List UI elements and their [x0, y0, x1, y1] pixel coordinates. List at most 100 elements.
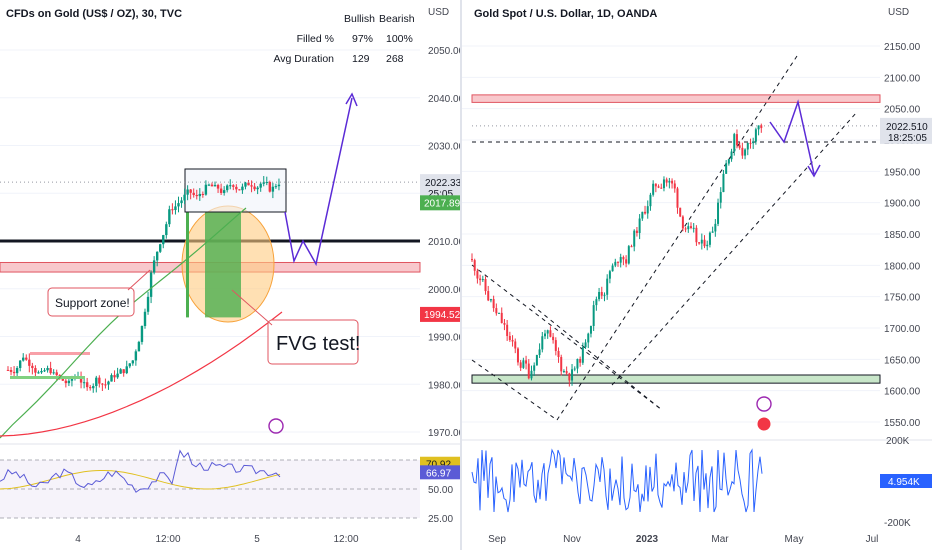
- support-callout-text: Support zone!: [55, 296, 130, 310]
- candle-body: [514, 341, 517, 349]
- candle-body: [568, 373, 571, 381]
- candle-body: [180, 200, 183, 204]
- candle-body: [274, 186, 278, 188]
- candle-body: [18, 360, 22, 368]
- candle-body: [649, 194, 652, 207]
- candle-body: [226, 185, 229, 191]
- candle-body: [201, 193, 205, 195]
- candle-body: [235, 186, 238, 190]
- order-block-bullish: [10, 376, 85, 379]
- candle-body: [52, 372, 55, 374]
- candle-body: [587, 333, 590, 343]
- ema-fast-tag-bg: [420, 195, 460, 211]
- candle-body: [110, 375, 113, 382]
- volume-tick-top: 200K: [886, 436, 910, 447]
- candle-body: [238, 189, 241, 191]
- order-block-bearish: [30, 352, 90, 355]
- countdown-tag: 25:05: [428, 189, 453, 200]
- candle-body: [137, 341, 141, 352]
- candle-body: [495, 308, 498, 314]
- last-price-tag: 2022.33: [425, 178, 460, 189]
- candle-body: [476, 270, 479, 279]
- time-tick-label: Jul: [866, 534, 879, 545]
- candle-body: [162, 235, 165, 245]
- fvg-impulse-bar: [186, 212, 189, 318]
- down-channel-lower-line: [471, 359, 558, 421]
- candle-body: [711, 231, 714, 233]
- candle-body: [727, 159, 730, 164]
- candle-body: [128, 363, 131, 367]
- stats-bullish-value: 97%: [352, 33, 373, 45]
- time-tick-label: 5: [254, 534, 260, 545]
- candle-body: [714, 223, 717, 232]
- candle-body: [522, 360, 525, 368]
- right-chart-pane[interactable]: 2150.002100.002050.002000.001950.001900.…: [462, 0, 932, 550]
- candle-body: [617, 261, 619, 263]
- candle-body: [681, 216, 684, 229]
- candle-body: [204, 184, 208, 195]
- stats-bearish-value: 100%: [386, 33, 413, 45]
- support-callout-pointer: [127, 269, 151, 291]
- candle-body: [700, 239, 703, 244]
- candle-body: [186, 189, 189, 195]
- candle-body: [506, 324, 509, 337]
- candle-body: [95, 377, 98, 387]
- candle-body: [741, 147, 744, 156]
- candle-body: [622, 257, 625, 260]
- candle-body: [46, 368, 49, 371]
- price-tick-label: 2100.00: [884, 73, 921, 84]
- projection-path: [769, 99, 815, 175]
- ema-slow-tag-bg: [420, 306, 460, 322]
- candle-body: [122, 369, 125, 374]
- logo-icon: [756, 396, 772, 412]
- candle-body: [565, 371, 568, 374]
- candle-body: [195, 194, 198, 197]
- candle-body: [576, 358, 579, 369]
- volume-tick-bottom: -200K: [884, 518, 911, 529]
- candle-body: [717, 202, 720, 224]
- resistance-zone: [471, 94, 881, 103]
- currency-label: USD: [428, 7, 449, 18]
- time-tick-label: Sep: [488, 534, 506, 545]
- candle-body: [222, 190, 226, 193]
- candle-body: [219, 188, 223, 193]
- candle-body: [641, 211, 644, 219]
- candle-body: [64, 380, 68, 384]
- rsi-ma-line: [0, 470, 281, 490]
- candle-body: [207, 184, 211, 186]
- candle-body: [244, 182, 247, 187]
- candle-body: [625, 259, 628, 264]
- support-zone: [471, 374, 881, 384]
- stats-row-label: Filled %: [297, 33, 334, 45]
- time-tick-label: 12:00: [333, 534, 358, 545]
- pane-divider[interactable]: [460, 0, 462, 550]
- candle-body: [232, 185, 235, 187]
- candle-body: [113, 375, 116, 378]
- volume-value-bg: [880, 474, 932, 488]
- left-chart-pane[interactable]: 2050.002040.002030.002020.002010.002000.…: [0, 0, 460, 550]
- price-tick-label: 2050.00: [428, 46, 460, 57]
- candle-body: [584, 342, 587, 348]
- candle-body: [703, 239, 706, 247]
- candle-body: [668, 180, 671, 183]
- candle-body: [546, 330, 549, 334]
- candle-body: [271, 186, 275, 192]
- candle-body: [213, 184, 217, 187]
- candle-body: [247, 182, 250, 186]
- candle-body: [630, 246, 633, 248]
- left-chart-svg[interactable]: 2050.002040.002030.002020.002010.002000.…: [0, 0, 460, 550]
- candle-body: [589, 326, 592, 334]
- candle-body: [189, 189, 192, 193]
- candle-body: [695, 227, 698, 243]
- candle-body: [152, 260, 156, 273]
- candle-body: [554, 340, 557, 351]
- last-price-tag: 2022.510: [886, 122, 928, 133]
- down-channel-mid-line: [531, 304, 663, 411]
- candle-body: [698, 242, 701, 244]
- candle-body: [49, 368, 52, 374]
- right-chart-svg[interactable]: 2150.002100.002050.002000.001950.001900.…: [462, 0, 932, 550]
- price-tick-label: 2000.00: [428, 285, 460, 296]
- candle-body: [85, 382, 89, 388]
- chart-title: CFDs on Gold (US$ / OZ), 30, TVC: [6, 8, 182, 20]
- candle-body: [165, 224, 168, 236]
